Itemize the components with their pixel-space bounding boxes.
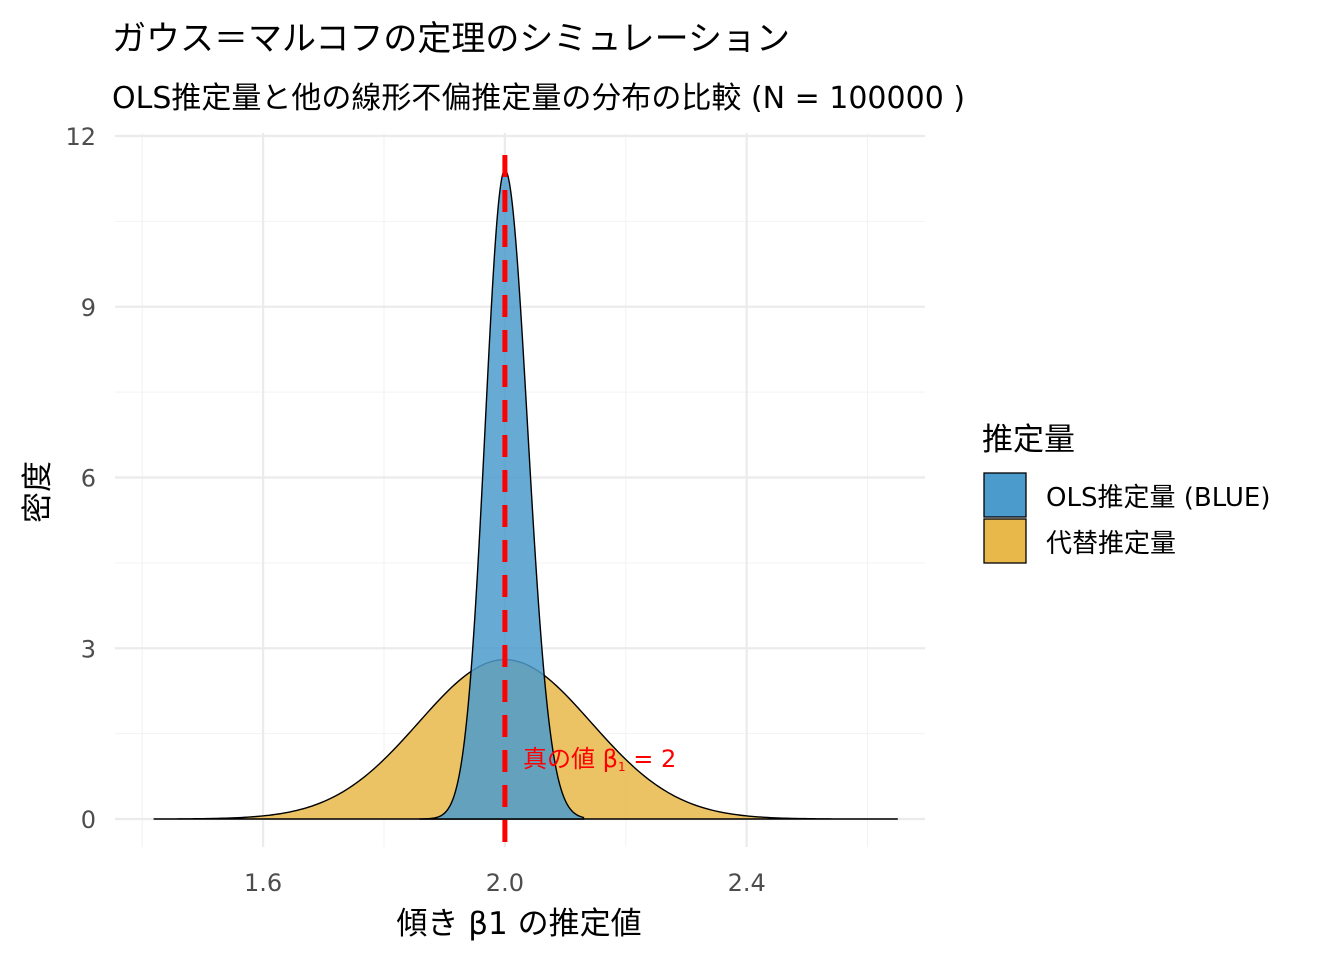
y-tick-label: 6 [81, 465, 96, 493]
legend-swatch-ols [983, 472, 1027, 518]
y-tick-label: 3 [81, 635, 96, 663]
legend-label-alternative: 代替推定量 [1046, 529, 1176, 559]
chart-subtitle: OLS推定量と他の線形不偏推定量の分布の比較 (N = 100000 ) [112, 81, 965, 116]
y-tick-label: 12 [65, 123, 96, 151]
annotation-subscript: 1 [618, 760, 626, 774]
legend-label-ols: OLS推定量 (BLUE) [1046, 483, 1271, 513]
density-area-ols [419, 169, 585, 820]
annotation-text: 真の値 β [523, 745, 618, 773]
y-tick-label: 9 [81, 294, 96, 322]
x-tick-label: 1.6 [244, 869, 282, 897]
y-tick-label: 0 [81, 806, 96, 834]
legend-swatch-alternative [983, 518, 1027, 564]
legend: 推定量 OLS推定量 (BLUE) 代替推定量 [982, 422, 1271, 564]
x-tick-label: 2.4 [728, 869, 766, 897]
y-axis-title: 密度 [20, 461, 56, 523]
axis-ticks: 1.6 2.0 2.4 0 3 6 9 12 [65, 123, 765, 897]
x-axis-title: 傾き β1 の推定値 [396, 906, 641, 942]
x-tick-label: 2.0 [486, 869, 524, 897]
chart-title: ガウス＝マルコフの定理のシミュレーション [112, 19, 790, 59]
density-areas [153, 169, 898, 820]
legend-title: 推定量 [982, 422, 1075, 458]
annotation-suffix: = 2 [626, 745, 677, 773]
true-value-annotation: 真の値 β1 = 2 [523, 745, 676, 774]
